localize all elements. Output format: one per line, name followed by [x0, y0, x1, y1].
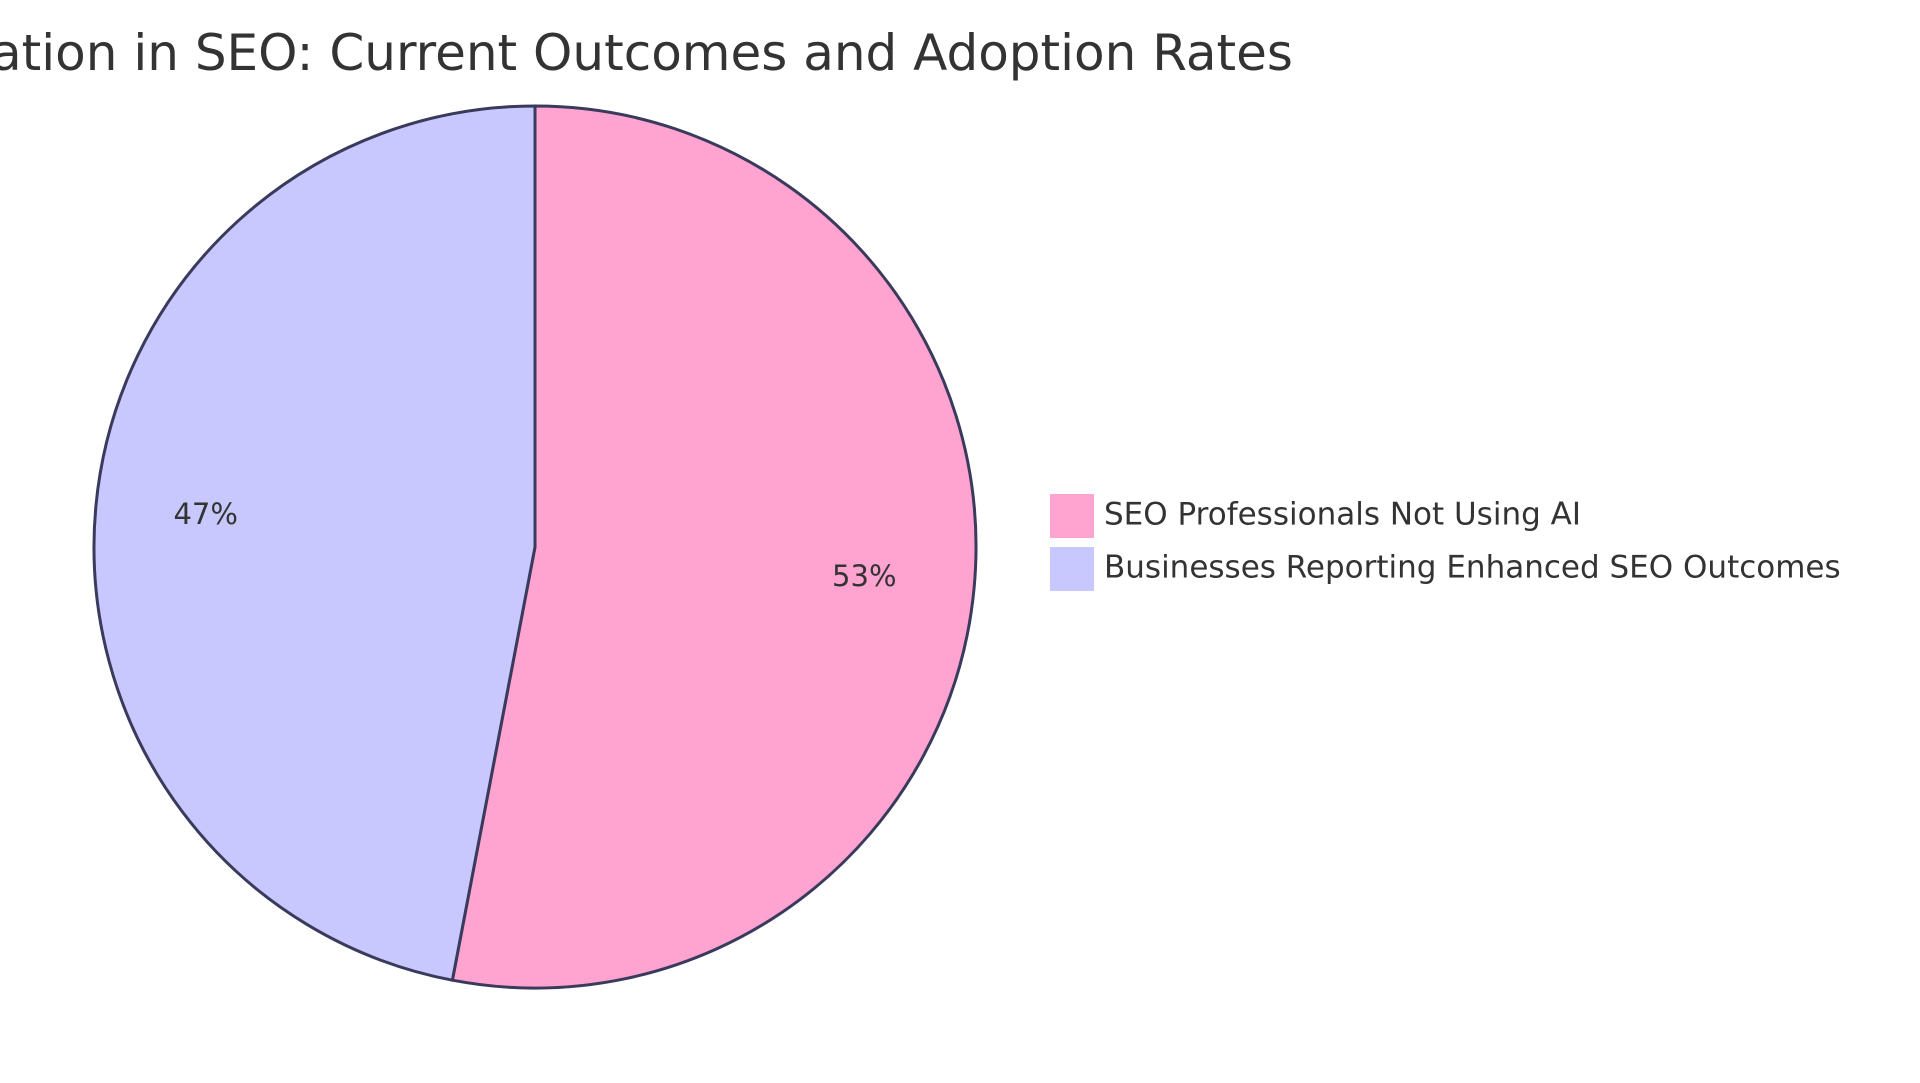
legend-swatch-1 — [1050, 494, 1094, 538]
slice-label-2: 47% — [173, 497, 237, 531]
slice-label-1: 53% — [832, 559, 896, 593]
pie-slice-labels: 53% 47% — [173, 497, 896, 593]
legend: SEO Professionals Not Using AI Businesses… — [1050, 494, 1841, 591]
legend-swatch-2 — [1050, 547, 1094, 591]
chart-title: AI Integration in SEO: Current Outcomes … — [0, 24, 1293, 82]
pie-slice-1 — [450, 104, 978, 990]
legend-label-2: Businesses Reporting Enhanced SEO Outcom… — [1104, 550, 1841, 586]
pie-slices — [92, 104, 978, 990]
pie-slice-2 — [92, 104, 537, 982]
legend-label-1: SEO Professionals Not Using AI — [1104, 497, 1581, 533]
